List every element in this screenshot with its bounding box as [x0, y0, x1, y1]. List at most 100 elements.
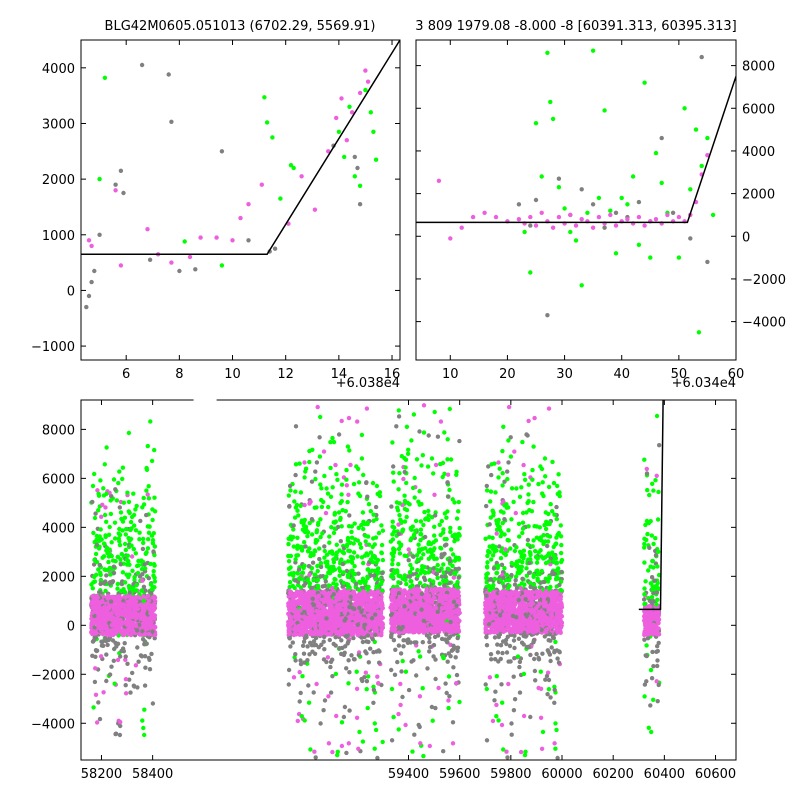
data-point-green — [438, 461, 443, 467]
data-point-gray — [94, 542, 100, 547]
data-point-magenta — [705, 153, 710, 158]
data-point-green — [410, 749, 415, 754]
data-point-green — [311, 578, 316, 583]
data-point-magenta — [312, 207, 318, 212]
data-point-green — [149, 582, 154, 587]
data-point-green — [90, 483, 96, 489]
data-point-green — [119, 551, 125, 557]
data-point-gray — [579, 187, 584, 192]
data-point-magenta — [286, 611, 291, 616]
data-point-magenta — [146, 598, 152, 603]
data-point-green — [108, 498, 113, 503]
data-point-green — [108, 511, 114, 517]
data-point-gray — [354, 581, 359, 587]
data-point-magenta — [149, 620, 154, 625]
data-point-gray — [291, 523, 296, 528]
data-point-gray — [366, 660, 371, 665]
data-point-magenta — [374, 628, 379, 633]
data-point-magenta — [363, 68, 368, 73]
data-point-gray — [135, 628, 140, 633]
data-point-gray — [91, 638, 97, 643]
data-point-green — [126, 509, 131, 514]
data-point-gray — [398, 651, 404, 656]
data-point-gray — [309, 585, 314, 591]
data-point-green — [302, 540, 307, 545]
data-point-magenta — [379, 627, 384, 632]
data-point-gray — [92, 268, 97, 274]
data-point-green — [305, 577, 310, 583]
y-tick-label: 3000 — [42, 117, 75, 132]
data-point-green — [454, 516, 460, 521]
data-point-green — [125, 490, 130, 495]
data-point-gray — [321, 657, 327, 662]
data-point-gray — [457, 438, 462, 444]
data-point-magenta — [401, 476, 406, 482]
data-point-magenta — [103, 505, 108, 510]
data-point-magenta — [361, 590, 366, 595]
data-point-gray — [322, 583, 328, 588]
data-point-green — [332, 526, 338, 531]
data-points-top-right — [436, 48, 716, 335]
data-point-magenta — [364, 406, 370, 411]
data-point-green — [448, 525, 453, 531]
data-point-green — [364, 586, 369, 591]
data-point-gray — [306, 563, 312, 569]
data-point-green — [349, 524, 354, 529]
data-point-green — [318, 482, 323, 487]
data-point-green — [131, 491, 136, 496]
data-point-magenta — [322, 590, 327, 596]
data-point-green — [402, 493, 407, 498]
data-point-green — [126, 499, 132, 505]
data-point-magenta — [293, 630, 298, 636]
data-point-green — [396, 580, 401, 585]
data-point-magenta — [109, 611, 114, 616]
data-point-green — [359, 432, 365, 438]
data-point-magenta — [579, 217, 584, 222]
data-point-gray — [287, 636, 292, 641]
data-point-magenta — [306, 589, 312, 595]
data-point-green — [360, 510, 366, 515]
data-point-green — [409, 438, 414, 443]
data-point-magenta — [308, 630, 314, 636]
data-point-magenta — [299, 600, 304, 606]
data-point-green — [100, 555, 105, 560]
data-point-gray — [556, 176, 562, 181]
data-point-green — [345, 572, 351, 578]
data-point-gray — [322, 698, 328, 703]
data-point-gray — [338, 539, 343, 544]
data-point-gray — [219, 149, 225, 154]
data-point-green — [113, 559, 118, 564]
data-point-green — [122, 541, 128, 547]
data-point-gray — [117, 732, 123, 738]
data-point-green — [286, 536, 291, 541]
data-point-gray — [146, 576, 151, 581]
model-line-top-left — [81, 40, 400, 256]
data-point-gray — [705, 259, 710, 265]
data-point-gray — [298, 690, 303, 696]
data-point-gray — [399, 669, 404, 674]
data-point-magenta — [289, 619, 295, 624]
data-point-magenta — [375, 588, 381, 594]
data-point-magenta — [366, 624, 371, 629]
data-point-green — [98, 527, 103, 532]
data-point-gray — [136, 659, 141, 664]
data-point-green — [395, 505, 400, 510]
data-point-magenta — [326, 149, 331, 154]
data-point-green — [418, 519, 424, 524]
data-point-magenta — [450, 741, 456, 746]
data-point-green — [219, 263, 225, 268]
data-point-gray — [304, 633, 309, 638]
data-point-magenta — [344, 483, 349, 488]
data-point-magenta — [135, 594, 141, 599]
data-point-magenta — [445, 472, 451, 477]
data-point-green — [676, 255, 682, 260]
data-point-magenta — [89, 243, 94, 249]
data-point-gray — [139, 62, 145, 68]
data-point-gray — [344, 750, 349, 756]
data-point-green — [133, 507, 138, 512]
data-point-green — [693, 127, 699, 132]
data-point-green — [417, 654, 423, 659]
data-point-green — [450, 497, 455, 502]
data-point-green — [129, 514, 135, 520]
y-tick-label: 0 — [67, 284, 75, 299]
